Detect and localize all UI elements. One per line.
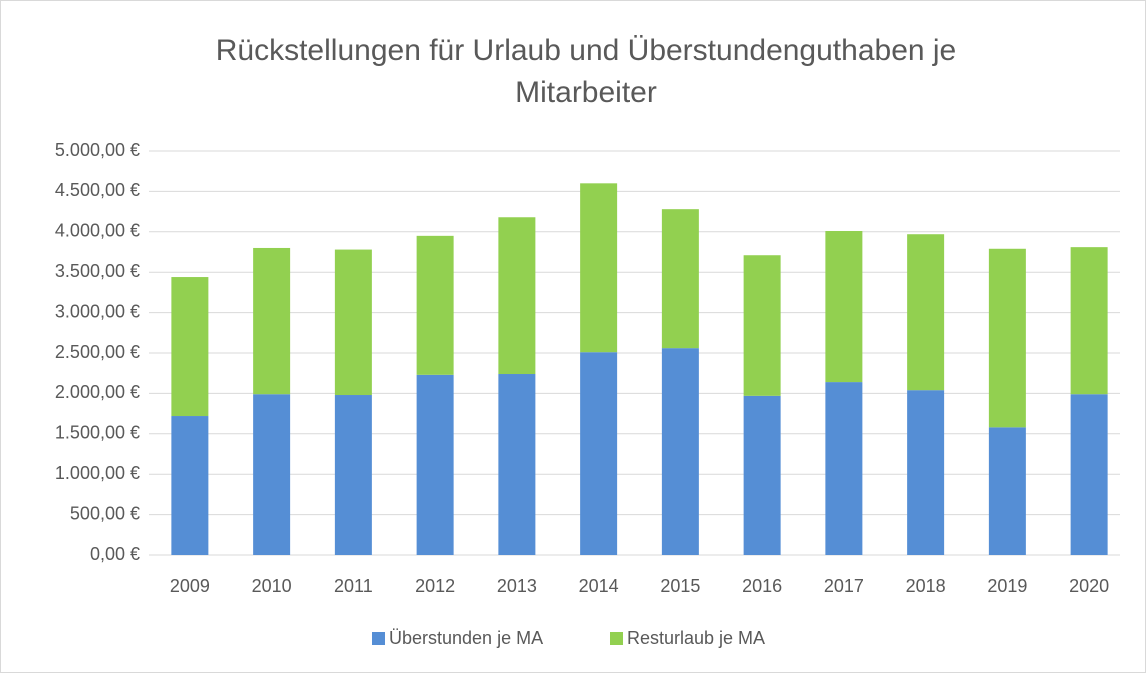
y-tick-label: 2.500,00 € [55,342,140,362]
bar-segment [907,390,945,555]
legend-swatch [372,632,385,645]
bar-segment [988,248,1026,428]
bar-segment [661,348,699,555]
bar-segment [171,277,209,417]
bar-segment [988,427,1026,555]
bar-segment [416,235,454,375]
y-tick-label: 500,00 € [70,503,140,523]
bar-segment [825,382,863,555]
x-tick-label: 2016 [742,576,782,596]
x-tick-label: 2012 [415,576,455,596]
y-tick-label: 1.500,00 € [55,423,140,443]
legend-swatch [610,632,623,645]
y-tick-label: 3.000,00 € [55,301,140,321]
legend-label: Überstunden je MA [389,628,543,648]
bar-segment [498,374,536,555]
x-tick-label: 2020 [1069,576,1109,596]
x-tick-label: 2015 [660,576,700,596]
y-tick-label: 3.500,00 € [55,261,140,281]
x-tick-label: 2017 [824,576,864,596]
bar-segment [253,247,291,395]
legend-label: Resturlaub je MA [627,628,765,648]
x-tick-label: 2019 [987,576,1027,596]
x-tick-label: 2013 [497,576,537,596]
x-tick-label: 2010 [252,576,292,596]
bar-segment [743,255,781,396]
bar-segment [334,249,372,396]
chart-title: Rückstellungen für Urlaub und Überstunde… [215,34,957,109]
bar-segment [416,374,454,555]
bar-segment [580,183,618,353]
bar-segment [171,416,209,555]
x-tick-label: 2018 [906,576,946,596]
x-tick-label: 2014 [579,576,619,596]
y-tick-label: 1.000,00 € [55,463,140,483]
y-tick-label: 0,00 € [90,544,140,564]
y-tick-label: 2.000,00 € [55,382,140,402]
bar-segment [907,234,945,391]
bar-segment [1070,394,1108,555]
bar-segment [580,352,618,555]
x-tick-label: 2011 [334,576,373,596]
bar-segment [498,217,536,375]
x-tick-label: 2009 [170,576,210,596]
bar-segment [334,395,372,555]
bar-segment [253,394,291,555]
y-tick-label: 5.000,00 € [55,140,140,160]
bar-segment [661,209,699,349]
y-tick-label: 4.500,00 € [55,180,140,200]
bar-segment [825,230,863,383]
y-tick-label: 4.000,00 € [55,221,140,241]
bar-segment [743,395,781,555]
bar-segment [1070,247,1108,395]
